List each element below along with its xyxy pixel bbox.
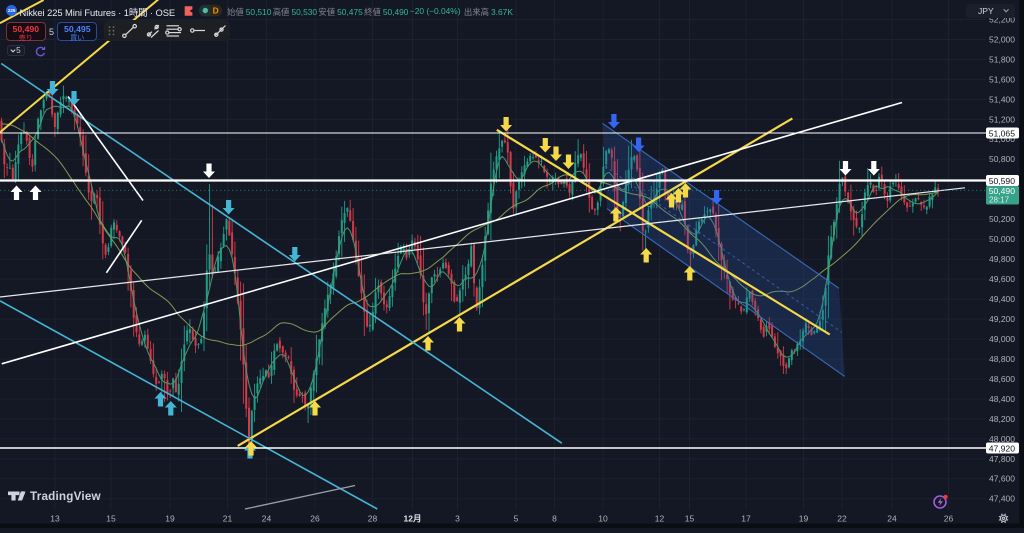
svg-text:D: D (213, 6, 219, 16)
